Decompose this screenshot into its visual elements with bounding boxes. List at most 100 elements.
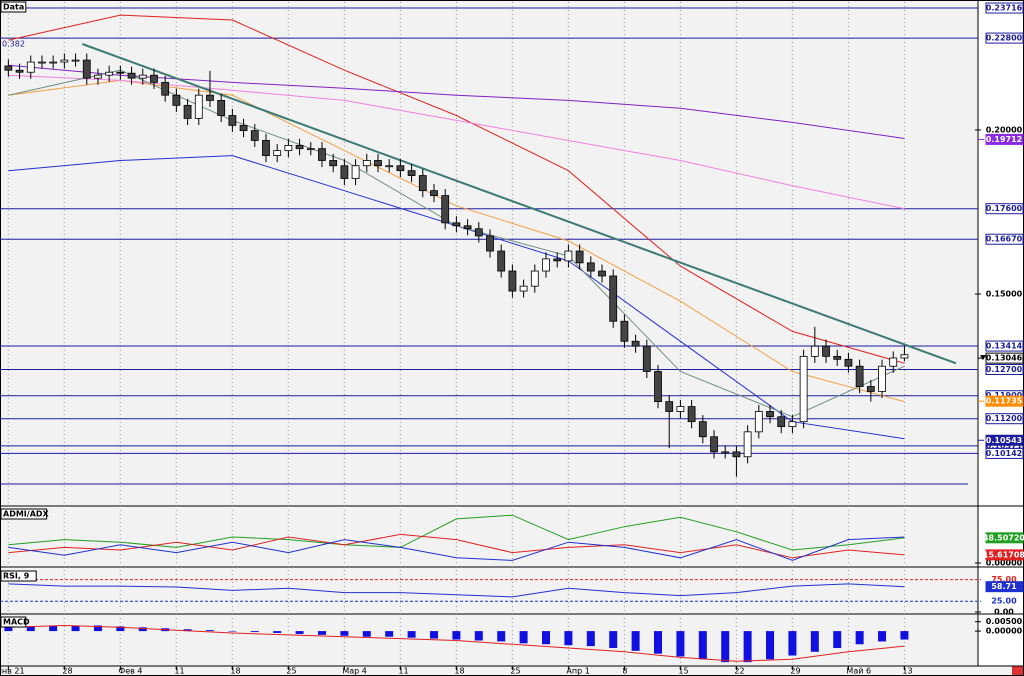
y-tick-label: 0.00000 — [986, 559, 1023, 568]
histogram-bar — [698, 631, 707, 660]
panel-title-box — [0, 616, 27, 628]
candle-body — [575, 250, 584, 264]
price-box — [985, 447, 1024, 459]
current-price-marker — [980, 355, 986, 361]
histogram-bar — [93, 625, 102, 632]
price-label: 0.13414 — [986, 342, 1023, 351]
candle-body — [788, 421, 797, 427]
y-tick-label: 25.00 — [991, 597, 1017, 606]
histogram-bar — [228, 631, 237, 632]
candle-body — [441, 195, 450, 224]
candle-body — [362, 160, 371, 167]
price-box — [985, 2, 1024, 14]
price-box — [985, 133, 1024, 145]
candle-body — [553, 258, 562, 262]
histogram-bar — [340, 631, 349, 636]
price-label: 0.11735 — [986, 397, 1023, 406]
price-label: 0.13046 — [986, 354, 1023, 363]
panel-title: MACD — [3, 618, 30, 627]
histogram-bar — [71, 625, 80, 632]
price-box — [985, 32, 1024, 44]
histogram-bar — [743, 631, 752, 663]
price-box — [985, 395, 1024, 407]
moving-average — [8, 74, 905, 210]
x-tick-label: 11 — [398, 667, 408, 676]
x-tick-label: Фев 4 — [118, 667, 142, 676]
candle-body — [49, 61, 58, 64]
histogram-bar — [138, 627, 147, 632]
histogram-bar — [631, 631, 640, 651]
candle-body — [430, 190, 438, 196]
price-label: 0.17600 — [986, 204, 1023, 213]
price-label: 0.10543 — [986, 436, 1022, 445]
panel-title: ADMI/ADX — [3, 510, 50, 519]
histogram-bar — [586, 631, 595, 647]
histogram-bar — [362, 631, 371, 637]
candle-body — [351, 165, 360, 179]
x-tick-label: 25 — [286, 667, 296, 676]
panel-title: RSI, 9 — [3, 572, 30, 581]
candle-body — [127, 72, 136, 79]
price-box — [985, 363, 1024, 375]
candle-body — [94, 74, 102, 79]
candle-body — [194, 94, 203, 119]
histogram-bar — [900, 631, 909, 640]
price-label: 0.22800 — [986, 34, 1023, 43]
histogram-bar — [429, 631, 438, 639]
candle-body — [687, 406, 696, 423]
candle-body — [754, 411, 763, 433]
histogram-bar — [273, 631, 282, 633]
candle-body — [161, 81, 170, 96]
indicator-line — [8, 536, 905, 561]
histogram-bar — [654, 631, 663, 654]
candle-body — [486, 235, 494, 252]
candle-body — [340, 165, 349, 179]
candle-body — [138, 74, 147, 79]
histogram-bar — [4, 627, 13, 632]
histogram-bar — [116, 626, 125, 632]
candle-body — [542, 258, 550, 272]
price-box — [985, 549, 1024, 561]
histogram-bar — [788, 631, 797, 656]
candle-body — [721, 451, 730, 454]
candle-body — [676, 406, 685, 412]
candle-body — [15, 69, 24, 73]
histogram-bar — [452, 631, 461, 640]
price-label: 48.50720 — [983, 533, 1024, 542]
candle-body — [217, 100, 226, 116]
candle-body — [833, 355, 842, 360]
x-tick-label: 28 — [62, 667, 72, 676]
indicator-line — [8, 583, 905, 598]
price-label: 0.23716 — [986, 4, 1023, 13]
candle-body — [855, 365, 864, 387]
histogram-bar — [676, 631, 685, 657]
price-box — [985, 581, 1024, 593]
candle-body — [866, 386, 875, 392]
candle-body — [318, 148, 326, 161]
x-tick-label: Апр 1 — [566, 667, 589, 676]
x-tick-label: 18 — [230, 667, 240, 676]
y-tick-label: 0.15000 — [986, 290, 1023, 299]
indicator-line — [8, 514, 905, 551]
candle-body — [889, 357, 898, 367]
candle-body — [26, 61, 35, 73]
candle-body — [710, 436, 718, 453]
candle-body — [620, 320, 629, 342]
candle-body — [822, 345, 830, 357]
histogram-bar — [766, 631, 775, 660]
moving-average — [8, 79, 905, 403]
candle-body — [71, 59, 80, 62]
candle-body — [766, 411, 774, 418]
x-tick-label: 15 — [678, 667, 688, 676]
x-tick-label: Май 6 — [846, 667, 871, 676]
corner-icon[interactable] — [1012, 666, 1023, 675]
candle-body — [4, 65, 13, 71]
candle-body — [530, 270, 539, 287]
candle-body — [105, 71, 114, 76]
histogram-bar — [183, 629, 192, 632]
indicator-line — [8, 624, 905, 662]
candle-body — [284, 144, 293, 152]
histogram-bar — [833, 631, 842, 649]
x-tick-label: 22 — [734, 667, 744, 676]
price-box — [985, 340, 1024, 352]
